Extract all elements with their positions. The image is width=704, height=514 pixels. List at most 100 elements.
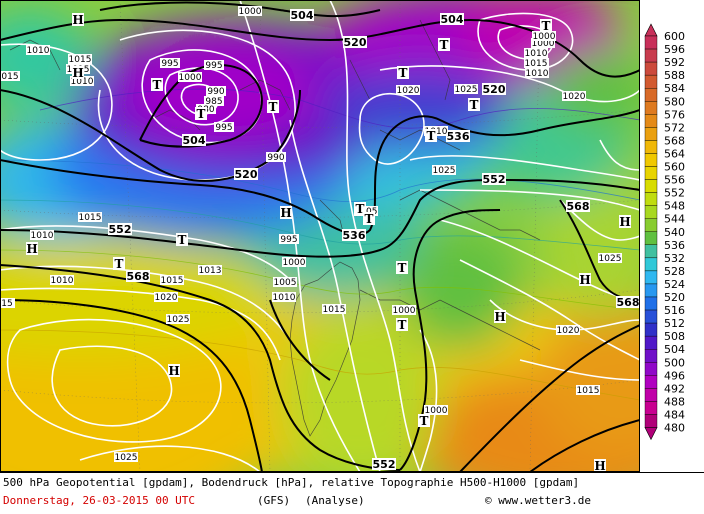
svg-text:568: 568 xyxy=(617,296,640,309)
low-center-marker: T xyxy=(197,107,206,121)
geopotential-labels: 504 504 504 520 520 520 536 536 552 552 … xyxy=(108,9,640,471)
svg-text:552: 552 xyxy=(109,223,132,236)
pressure-label: 1010 xyxy=(51,276,74,286)
high-center-marker: H xyxy=(72,13,83,27)
geo-label: 520 xyxy=(482,83,506,96)
scale-label: 484 xyxy=(664,408,685,421)
pressure-label: 1025 xyxy=(455,85,478,95)
scale-label: 500 xyxy=(664,356,685,369)
low-center-marker: T xyxy=(269,100,278,114)
low-center-marker: H xyxy=(26,242,37,256)
scale-cell xyxy=(644,87,658,102)
model-name: (GFS) xyxy=(257,494,291,507)
forecast-date: Donnerstag, 26-03-2015 00 UTC xyxy=(3,494,196,507)
scale-cell xyxy=(644,101,658,115)
analysis-label: (Analyse) xyxy=(305,494,365,507)
geopotential-contours xyxy=(0,1,640,472)
low-center-marker: T xyxy=(542,19,551,33)
geo-label: 520 xyxy=(343,36,367,49)
scale-label: 528 xyxy=(664,265,685,278)
pressure-label: 1025 xyxy=(433,166,456,176)
pressure-label: 1000 xyxy=(532,39,555,49)
pressure-label: 1013 xyxy=(199,266,222,276)
pressure-label: 1015 xyxy=(79,213,102,223)
scale-label: 600 xyxy=(664,30,685,43)
scale-cell xyxy=(644,309,658,324)
legend-description: 500 hPa Geopotential [gpdam], Bodendruck… xyxy=(3,476,580,489)
geo-label: 520 xyxy=(234,168,258,181)
scale-label: 532 xyxy=(664,252,685,265)
svg-text:504: 504 xyxy=(441,13,464,26)
scale-label: 496 xyxy=(664,369,685,382)
pressure-label: 1010 xyxy=(27,46,50,56)
pressure-centers: H H T T T T T T T T H T T T H T T T H H … xyxy=(26,13,631,472)
scale-label: 492 xyxy=(664,382,685,395)
scale-cell xyxy=(644,231,658,246)
scale-cell xyxy=(644,349,658,363)
weather-map: 504 504 504 520 520 520 536 536 552 552 … xyxy=(0,0,640,472)
scale-cell xyxy=(644,48,658,63)
pressure-label: 1000 xyxy=(425,406,448,416)
scale-cell xyxy=(644,166,658,180)
low-center-marker: T xyxy=(398,261,407,275)
low-center-marker: T xyxy=(365,212,374,226)
pressure-label: 1000 xyxy=(179,73,202,83)
scale-label: 560 xyxy=(664,161,685,174)
scale-label: 504 xyxy=(664,343,685,356)
geo-label: 504 xyxy=(440,13,464,26)
pressure-label: 1010 xyxy=(526,69,549,79)
geo-label: 536 xyxy=(446,130,470,143)
pressure-labels: 1000 1010 1015 1010 1015 995 995 1000 99… xyxy=(0,6,622,463)
pressure-label: 015 xyxy=(1,72,18,82)
scale-label: 572 xyxy=(664,121,685,134)
pressure-label: 1000 xyxy=(239,7,262,17)
pressure-label: 995 xyxy=(205,61,222,71)
svg-text:536: 536 xyxy=(343,229,366,242)
pressure-label: 1000 xyxy=(533,32,556,42)
scale-cell xyxy=(644,283,658,298)
scale-cell xyxy=(644,153,658,167)
geo-label: 568 xyxy=(616,296,640,309)
low-center-marker: T xyxy=(470,98,479,112)
scale-label: 596 xyxy=(664,43,685,56)
pressure-label: 1010 xyxy=(71,77,94,87)
scale-label: 580 xyxy=(664,95,685,108)
scale-cell xyxy=(644,205,658,219)
scale-label: 592 xyxy=(664,56,685,69)
scale-label: 548 xyxy=(664,200,685,213)
scale-label: 556 xyxy=(664,174,685,187)
low-center-marker: H xyxy=(280,206,291,220)
pressure-label: 1000 xyxy=(283,258,306,268)
svg-text:536: 536 xyxy=(447,130,470,143)
high-center-marker: H xyxy=(619,215,630,229)
pressure-label: 1015 xyxy=(577,386,600,396)
low-center-marker: T xyxy=(153,78,162,92)
pressure-label: 1020 xyxy=(557,326,580,336)
high-center-marker: T xyxy=(178,233,187,247)
scale-label: 480 xyxy=(664,422,685,435)
high-center-marker: H xyxy=(494,310,505,324)
pressure-label: 995 xyxy=(161,59,178,69)
geo-label: 552 xyxy=(372,458,396,471)
high-center-marker: H xyxy=(594,459,605,472)
pressure-label: 1010 xyxy=(31,231,54,241)
pressure-label: 990 xyxy=(207,87,224,97)
high-center-marker: H xyxy=(72,66,83,80)
svg-text:568: 568 xyxy=(127,270,150,283)
scale-label: 516 xyxy=(664,304,685,317)
svg-text:568: 568 xyxy=(567,200,590,213)
scale-label: 584 xyxy=(664,82,685,95)
scale-arrow-top xyxy=(644,23,658,37)
scale-label: 588 xyxy=(664,69,685,82)
geo-label: 504 xyxy=(182,134,206,147)
topography-field xyxy=(0,0,640,472)
pressure-label: 1015 xyxy=(323,305,346,315)
scale-cell xyxy=(644,74,658,89)
scale-cell xyxy=(644,257,658,272)
svg-text:520: 520 xyxy=(235,168,258,181)
scale-cell xyxy=(644,414,658,428)
pressure-label: 1010 xyxy=(273,293,296,303)
scale-cell xyxy=(644,114,658,128)
scale-label: 536 xyxy=(664,239,685,252)
scale-label: 512 xyxy=(664,317,685,330)
